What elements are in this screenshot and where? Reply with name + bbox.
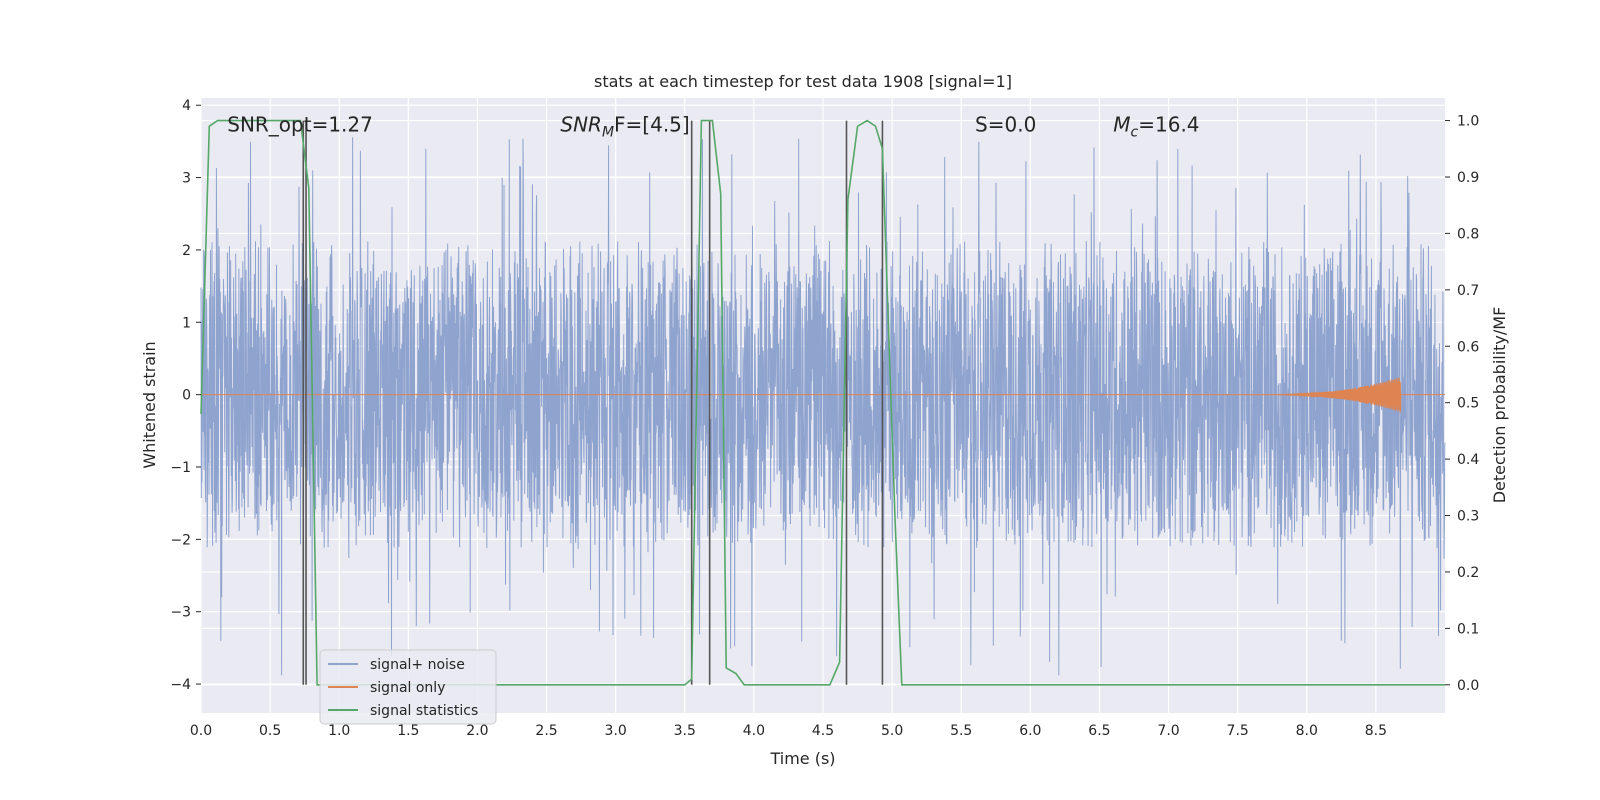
y-tick-label: 3: [182, 171, 191, 187]
x-axis-label: Time (s): [769, 749, 835, 768]
x-tick-label: 5.5: [950, 723, 972, 739]
y2-tick-label: 0.4: [1457, 452, 1479, 468]
y2-tick-label: 0.7: [1457, 283, 1479, 299]
x-tick-label: 2.5: [535, 723, 557, 739]
series-signal-noise: [200, 137, 1446, 676]
y2-tick-label: 1.0: [1457, 114, 1479, 130]
y-tick-label: −1: [170, 460, 191, 476]
annotations: SNR_opt=1.27 SNRMF=[4.5] S=0.0 Mc=16.4: [227, 112, 1199, 140]
x-tick-label: 8.5: [1365, 723, 1387, 739]
y2-tick-label: 0.0: [1457, 678, 1479, 694]
y-tick-label: −4: [170, 677, 191, 693]
series-signal-only: [201, 377, 1445, 413]
y2-axis-ticks: 1.0 0.9 0.8 0.7 0.6 0.5 0.4 0.3 0.2 0.1 0.0: [1445, 114, 1479, 694]
y-tick-label: −3: [170, 605, 191, 621]
annotation-1: SNRMF=[4.5]: [560, 112, 689, 140]
detection-markers: [302, 120, 884, 685]
y-tick-label: 1: [182, 315, 191, 331]
y-tick-label: 4: [182, 98, 191, 114]
annotation-0: SNR_opt=1.27: [227, 112, 373, 136]
y2-tick-label: 0.2: [1457, 565, 1479, 581]
x-tick-label: 0.5: [259, 723, 281, 739]
chart-title: stats at each timestep for test data 190…: [594, 72, 1012, 91]
y-axis-ticks: 4 3 2 1 0 −1 −2 −3 −4: [170, 98, 201, 693]
y2-tick-label: 0.1: [1457, 621, 1479, 637]
x-tick-label: 4.5: [812, 723, 834, 739]
x-tick-label: 6.0: [1019, 723, 1041, 739]
y2-tick-label: 0.8: [1457, 226, 1479, 242]
x-tick-label: 6.5: [1088, 723, 1110, 739]
y2-tick-label: 0.5: [1457, 396, 1479, 412]
y2-tick-label: 0.6: [1457, 339, 1479, 355]
x-tick-label: 7.0: [1157, 723, 1179, 739]
legend-entry: signal+ noise: [370, 657, 465, 673]
x-tick-label: 2.0: [466, 723, 488, 739]
y-tick-label: 2: [182, 243, 191, 259]
series-signal-statistics: [200, 119, 1445, 686]
x-axis-ticks: 0.0 0.5 1.0 1.5 2.0 2.5 3.0 3.5 4.0 4.5 5.0 5.5 6.0 6…: [190, 723, 1387, 739]
x-tick-label: 5.0: [881, 723, 903, 739]
x-tick-label: 4.0: [743, 723, 765, 739]
annotation-2: S=0.0: [975, 112, 1036, 136]
legend-entry: signal statistics: [370, 703, 478, 719]
legend-entry: signal only: [370, 680, 445, 696]
y-tick-label: 0: [182, 388, 191, 404]
x-tick-label: 7.5: [1227, 723, 1249, 739]
legend-frame: [319, 649, 497, 725]
y2-axis-label: Detection probability/MF: [1490, 307, 1509, 504]
x-tick-label: 1.5: [397, 723, 419, 739]
y2-tick-label: 0.9: [1457, 170, 1479, 186]
x-tick-label: 8.0: [1296, 723, 1318, 739]
y-axis-label: Whitened strain: [140, 341, 159, 468]
legend: signal+ noise signal only signal statistic…: [319, 649, 497, 725]
x-tick-label: 3.0: [605, 723, 627, 739]
x-tick-label: 3.5: [674, 723, 696, 739]
annotation-3: Mc=16.4: [1113, 112, 1199, 140]
x-tick-label: 1.0: [328, 723, 350, 739]
y-tick-label: −2: [170, 532, 191, 548]
y2-tick-label: 0.3: [1457, 509, 1479, 525]
x-tick-label: 0.0: [190, 723, 212, 739]
